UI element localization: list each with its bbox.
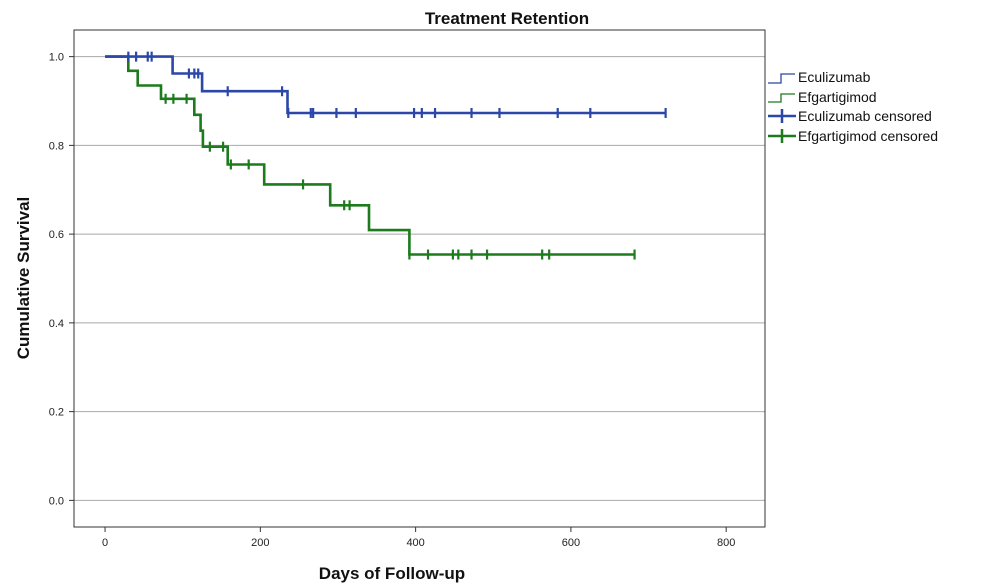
- survival-line-eculizumab: [105, 55, 666, 115]
- legend-censor-icon-efgartigimod: [768, 129, 796, 143]
- gridlines: [74, 56, 765, 501]
- legend: Eculizumab Efgartigimod Eculizumab censo…: [768, 69, 938, 144]
- y-tick-label: 1.0: [49, 52, 64, 64]
- y-tick-label: 0.2: [49, 407, 64, 419]
- x-axis-ticks: 0 200 400 600 800: [102, 527, 735, 549]
- series-eculizumab: [105, 51, 667, 118]
- x-tick-label: 0: [102, 537, 108, 549]
- y-axis-ticks: 0.0 0.2 0.4 0.6 0.8 1.0: [49, 52, 74, 507]
- x-tick-label: 400: [406, 537, 424, 549]
- chart-title: Treatment Retention: [425, 9, 589, 28]
- plot-frame: [73, 29, 766, 528]
- series-layer: [105, 51, 667, 260]
- x-tick-label: 200: [251, 537, 269, 549]
- y-tick-label: 0.8: [49, 140, 64, 152]
- legend-label-efgartigimod-censored: Efgartigimod censored: [798, 128, 938, 144]
- legend-censor-icon-eculizumab: [768, 109, 796, 123]
- legend-step-icon-efgartigimod: [768, 93, 795, 103]
- legend-label-efgartigimod: Efgartigimod: [798, 89, 877, 105]
- series-efgartigimod: [105, 55, 636, 260]
- legend-label-eculizumab: Eculizumab: [798, 69, 871, 85]
- x-tick-label: 600: [562, 537, 580, 549]
- x-tick-label: 800: [717, 537, 735, 549]
- legend-step-icon-eculizumab: [768, 73, 795, 84]
- y-axis-title: Cumulative Survival: [14, 197, 33, 360]
- y-tick-label: 0.0: [49, 495, 64, 507]
- survival-line-efgartigimod: [105, 55, 635, 256]
- y-tick-label: 0.6: [49, 229, 64, 241]
- legend-label-eculizumab-censored: Eculizumab censored: [798, 108, 932, 124]
- x-axis-title: Days of Follow-up: [319, 564, 465, 583]
- y-tick-label: 0.4: [49, 318, 64, 330]
